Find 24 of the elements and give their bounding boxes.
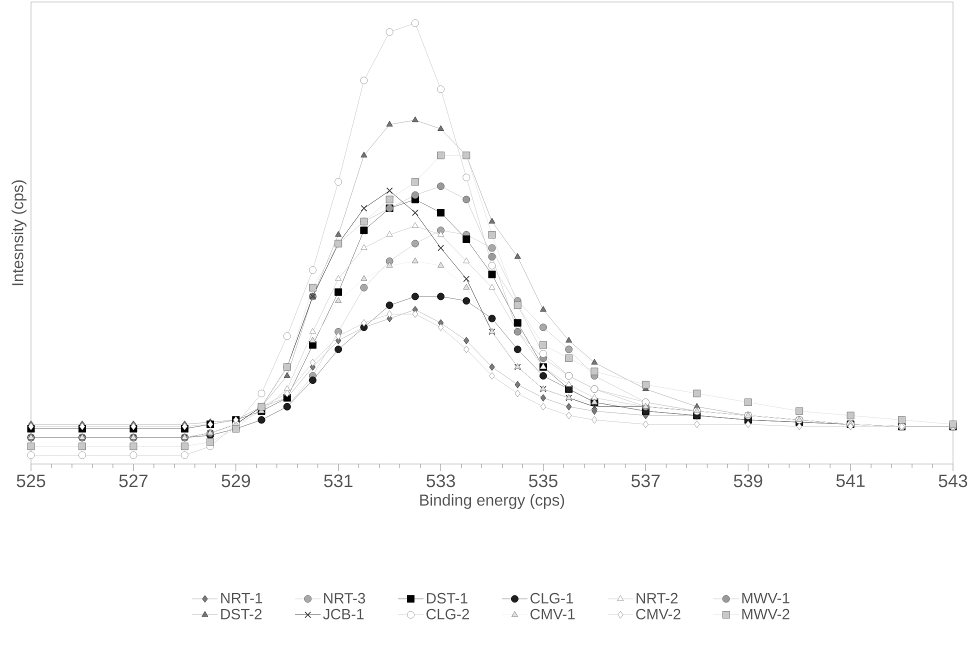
legend-label: MWV-1	[742, 593, 790, 604]
x-tick-label: 539	[734, 474, 762, 488]
legend-label: JCB-1	[323, 608, 364, 620]
legend-label: NRT-1	[221, 593, 262, 604]
legend-label: CMV-1	[530, 608, 575, 620]
x-axis-title: Binding energy (cps)	[420, 494, 564, 509]
y-axis-title: Intesnsity (cps)	[12, 180, 26, 286]
legend-label: NRT-3	[324, 592, 366, 604]
x-tick-label: 525	[16, 474, 46, 488]
legend-label: NRT-2	[636, 592, 678, 604]
legend-label: CMV-2	[636, 608, 680, 620]
x-tick-label: 535	[528, 474, 558, 488]
x-tick-label: 531	[324, 474, 352, 488]
x-tick-label: 537	[631, 474, 660, 488]
x-tick-label: 543	[938, 474, 968, 488]
legend-label: DST-2	[221, 608, 262, 620]
legend-label: CLG-1	[530, 592, 574, 604]
x-tick-label: 527	[119, 474, 148, 488]
legend-label: MWV-2	[742, 608, 790, 620]
x-tick-label: 533	[426, 474, 455, 488]
legend-label: DST-1	[426, 592, 468, 604]
x-tick-label: 529	[222, 474, 250, 488]
x-tick-label: 541	[836, 474, 865, 488]
legend-label: CLG-2	[426, 608, 470, 620]
